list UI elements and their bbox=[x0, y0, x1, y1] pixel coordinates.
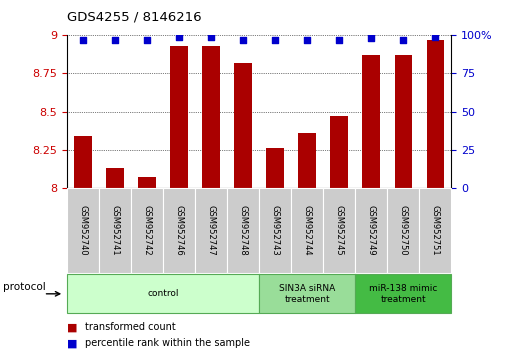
Point bbox=[271, 37, 279, 43]
Bar bbox=[138, 177, 155, 188]
Text: ■: ■ bbox=[67, 338, 77, 348]
Point bbox=[175, 34, 183, 40]
Text: protocol: protocol bbox=[3, 282, 45, 292]
Point bbox=[111, 37, 119, 43]
Text: miR-138 mimic
treatment: miR-138 mimic treatment bbox=[369, 284, 438, 303]
Text: GSM952746: GSM952746 bbox=[174, 205, 184, 256]
Bar bbox=[106, 168, 124, 188]
Bar bbox=[394, 55, 412, 188]
Bar bbox=[427, 40, 444, 188]
Bar bbox=[266, 148, 284, 188]
Point bbox=[239, 37, 247, 43]
Text: GSM952750: GSM952750 bbox=[399, 205, 408, 256]
Point bbox=[143, 37, 151, 43]
Text: control: control bbox=[147, 289, 179, 298]
Bar bbox=[202, 46, 220, 188]
Text: GSM952749: GSM952749 bbox=[367, 205, 376, 256]
Text: ■: ■ bbox=[67, 322, 77, 332]
Text: GDS4255 / 8146216: GDS4255 / 8146216 bbox=[67, 10, 201, 23]
Text: GSM952751: GSM952751 bbox=[431, 205, 440, 256]
Text: GSM952740: GSM952740 bbox=[78, 205, 87, 256]
Text: GSM952748: GSM952748 bbox=[239, 205, 248, 256]
Text: GSM952744: GSM952744 bbox=[303, 205, 312, 256]
Point bbox=[431, 34, 440, 40]
Bar bbox=[299, 133, 316, 188]
Bar bbox=[330, 116, 348, 188]
Point bbox=[335, 37, 343, 43]
Point bbox=[207, 34, 215, 40]
Bar bbox=[74, 136, 91, 188]
Text: SIN3A siRNA
treatment: SIN3A siRNA treatment bbox=[279, 284, 336, 303]
Point bbox=[78, 37, 87, 43]
Bar bbox=[234, 63, 252, 188]
Point bbox=[303, 37, 311, 43]
Point bbox=[367, 36, 376, 41]
Text: GSM952745: GSM952745 bbox=[334, 205, 344, 256]
Bar bbox=[363, 55, 380, 188]
Point bbox=[399, 37, 407, 43]
Bar bbox=[170, 46, 188, 188]
Text: GSM952742: GSM952742 bbox=[142, 205, 151, 256]
Text: GSM952743: GSM952743 bbox=[270, 205, 280, 256]
Text: GSM952747: GSM952747 bbox=[206, 205, 215, 256]
Text: transformed count: transformed count bbox=[85, 322, 175, 332]
Text: percentile rank within the sample: percentile rank within the sample bbox=[85, 338, 250, 348]
Text: GSM952741: GSM952741 bbox=[110, 205, 120, 256]
